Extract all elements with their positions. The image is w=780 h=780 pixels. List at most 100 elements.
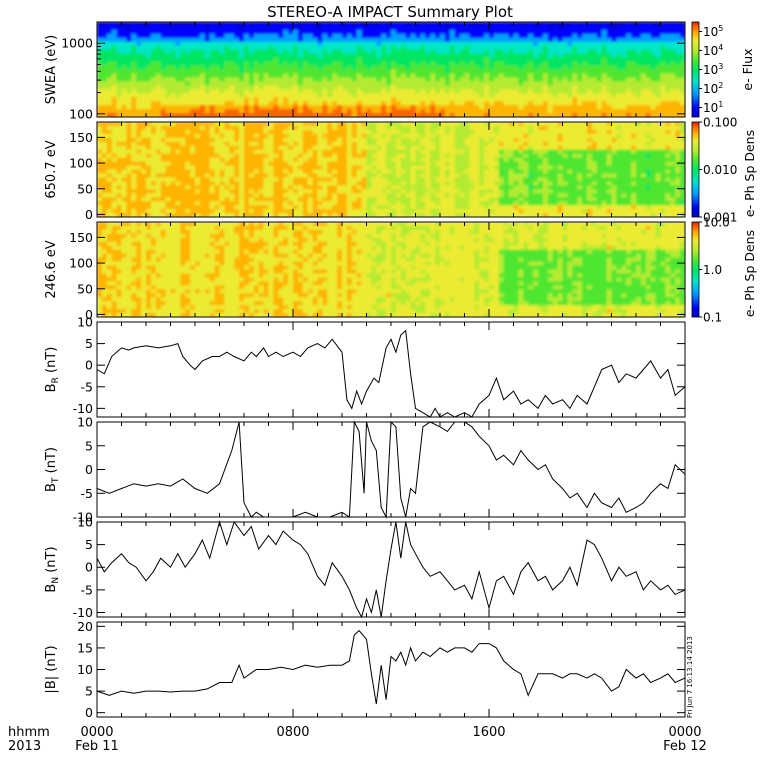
- spectrogram-cell: [484, 181, 490, 186]
- spectrogram-cell: [204, 209, 211, 214]
- spectrogram-cell: [116, 33, 123, 39]
- spectrogram-cell: [268, 205, 274, 210]
- spectrogram-cell: [204, 149, 211, 155]
- spectrogram-cell: [645, 89, 652, 94]
- spectrogram-cell: [263, 205, 270, 210]
- spectrogram-cell: [400, 153, 407, 159]
- spectrogram-cell: [601, 69, 608, 75]
- spectrogram-cell: [307, 45, 314, 51]
- spectrogram-cell: [596, 41, 603, 47]
- spectrogram-cell: [302, 57, 309, 63]
- spectrogram-cell: [190, 69, 196, 75]
- spectrogram-cell: [552, 77, 559, 82]
- spectrogram-cell: [459, 61, 466, 67]
- spectrogram-cell: [297, 45, 304, 51]
- spectrogram-cell: [288, 201, 294, 206]
- spectrogram-cell: [518, 93, 524, 98]
- spectrogram-cell: [508, 141, 515, 147]
- spectrogram-cell: [376, 129, 382, 135]
- spectrogram-cell: [454, 33, 461, 39]
- spectrogram-cell: [371, 213, 377, 217]
- spectrogram-cell: [464, 25, 470, 31]
- spectrogram-cell: [126, 153, 132, 159]
- spectrogram-cell: [518, 197, 524, 202]
- spectrogram-cell: [101, 41, 108, 47]
- spectrogram-cell: [332, 93, 338, 98]
- spectrogram-cell: [601, 22, 608, 27]
- spectrogram-cell: [121, 173, 127, 179]
- spectrogram-cell: [489, 57, 495, 63]
- spectrogram-cell: [302, 165, 309, 171]
- spectrogram-cell: [454, 89, 461, 94]
- spectrogram-cell: [435, 93, 441, 98]
- spectrogram-cell: [268, 109, 274, 114]
- spectrogram-cell: [273, 33, 279, 39]
- spectrogram-cell: [332, 129, 338, 135]
- spectrogram-cell: [136, 201, 142, 206]
- spectrogram-cell: [111, 77, 118, 82]
- spectrogram-cell: [253, 177, 260, 182]
- spectrogram-cell: [557, 85, 564, 90]
- spectrogram-cell: [268, 22, 274, 27]
- spectrogram-cell: [155, 157, 162, 163]
- spectrogram-cell: [405, 29, 412, 35]
- spectrogram-cell: [449, 161, 456, 167]
- spectrogram-cell: [219, 173, 225, 179]
- spectrogram-cell: [175, 22, 181, 27]
- spectrogram-cell: [131, 181, 137, 186]
- spectrogram-cell: [621, 73, 627, 79]
- spectrogram-cell: [636, 53, 642, 59]
- spectrogram-cell: [263, 157, 270, 163]
- spectrogram-cell: [199, 193, 206, 198]
- spectrogram-cell: [366, 197, 372, 202]
- spectrogram-cell: [327, 101, 333, 106]
- spectrogram-cell: [415, 101, 421, 106]
- spectrogram-cell: [371, 209, 377, 214]
- spectrogram-cell: [185, 37, 191, 43]
- spectrogram-cell: [111, 181, 118, 186]
- spectrogram-cell: [195, 25, 201, 31]
- spectrogram-cell: [680, 85, 685, 90]
- spectrogram-cell: [209, 45, 216, 51]
- spectrogram-cell: [523, 57, 529, 63]
- spectrogram-cell: [224, 101, 230, 106]
- spectrogram-cell: [670, 97, 676, 102]
- spectrogram-cell: [322, 177, 328, 182]
- spectrogram-cell: [444, 157, 451, 163]
- spectrogram-cell: [185, 181, 191, 186]
- spectrogram-cell: [263, 81, 270, 86]
- spectrogram-cell: [454, 185, 461, 190]
- spectrogram-cell: [582, 22, 588, 27]
- spectrogram-cell: [493, 201, 500, 206]
- spectrogram-cell: [170, 197, 176, 202]
- spectrogram-cell: [469, 173, 475, 179]
- spectrogram-cell: [229, 173, 235, 179]
- spectrogram-cell: [146, 81, 152, 86]
- spectrogram-cell: [425, 129, 431, 135]
- spectrogram-cell: [449, 129, 456, 135]
- spectrogram-cell: [150, 165, 157, 171]
- spectrogram-cell: [670, 113, 676, 117]
- spectrogram-cell: [346, 105, 353, 110]
- spectrogram-cell: [332, 141, 338, 147]
- spectrogram-cell: [508, 189, 515, 194]
- spectrogram-cell: [371, 53, 377, 59]
- spectrogram-cell: [342, 41, 348, 47]
- spectrogram-cell: [322, 213, 328, 217]
- spectrogram-cell: [141, 22, 147, 27]
- spectrogram-cell: [440, 49, 446, 55]
- spectrogram-cell: [199, 137, 206, 143]
- spectrogram-cell: [444, 105, 451, 110]
- spectrogram-cell: [376, 133, 382, 139]
- spectrogram-cell: [224, 125, 230, 131]
- spectrogram-cell: [342, 201, 348, 206]
- spectrogram-cell: [185, 173, 191, 179]
- spectrogram-cell: [209, 125, 216, 131]
- spectrogram-cell: [454, 137, 461, 143]
- spectrogram-cell: [498, 153, 505, 159]
- spectrogram-cell: [640, 93, 647, 98]
- spectrogram-cell: [444, 81, 451, 86]
- spectrogram-cell: [547, 81, 554, 86]
- spectrogram-cell: [386, 85, 392, 90]
